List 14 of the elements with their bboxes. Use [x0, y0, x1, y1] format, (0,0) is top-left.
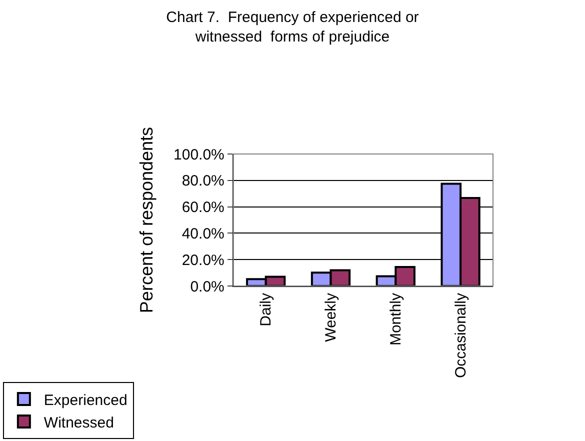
x-tick-label: Daily — [258, 292, 275, 326]
chart-title: Chart 7. Frequency of experienced or witnessed forms of prejudice — [166, 9, 419, 46]
y-axis-title: Percent of respondents — [136, 126, 157, 314]
legend-label: Experienced — [44, 392, 128, 409]
x-tick-label: Weekly — [322, 292, 340, 342]
y-tick-label: 0.0% — [190, 278, 224, 296]
legend-label: Witnessed — [44, 414, 114, 432]
y-tick-label: 80.0% — [182, 172, 224, 190]
x-tick-label: Monthly — [388, 292, 405, 346]
y-tick-label: 20.0% — [182, 252, 224, 269]
y-tick-label: 60.0% — [182, 199, 224, 216]
y-tick-label: 40.0% — [182, 225, 224, 242]
y-tick-label: 100.0% — [174, 146, 224, 164]
x-tick-label: Occasionally — [452, 292, 470, 378]
